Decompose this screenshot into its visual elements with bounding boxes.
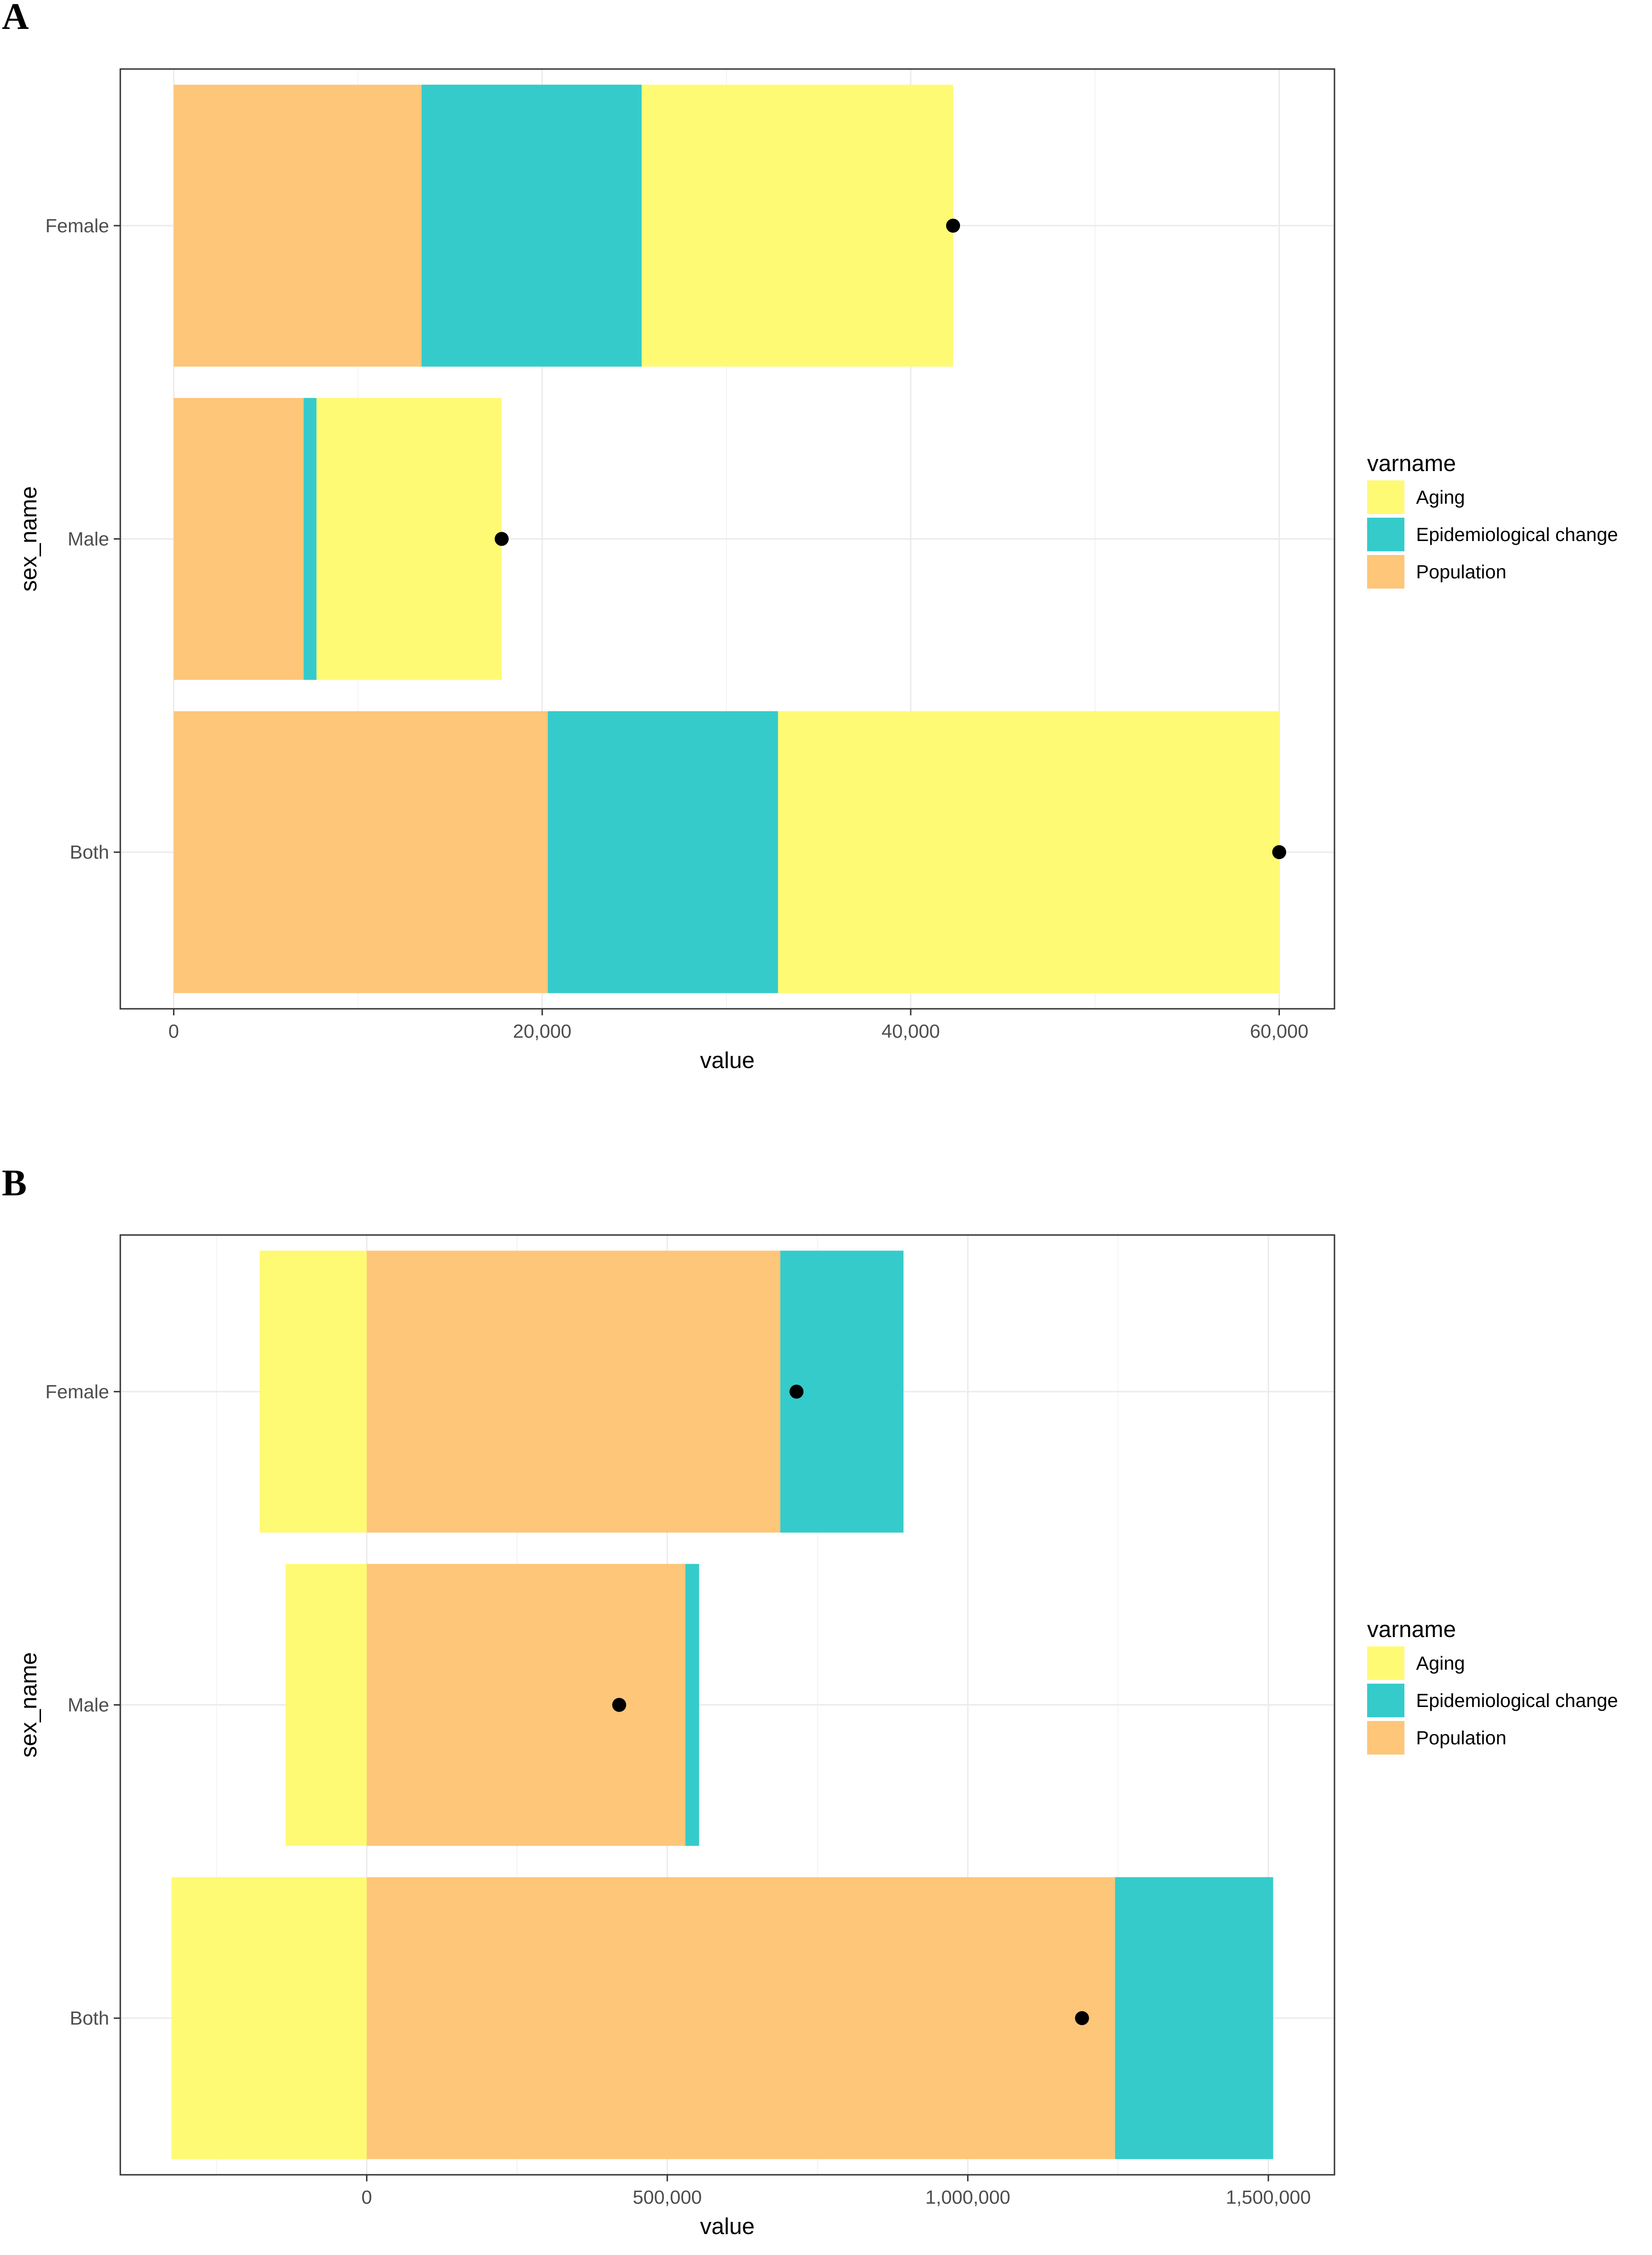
x-tick-label: 0: [168, 1020, 179, 1042]
legend-key-population: [1367, 1721, 1404, 1755]
y-tick-label: Male: [68, 1694, 109, 1716]
bar-both-aging: [778, 711, 1279, 993]
bar-both-epidemiological-change: [547, 711, 778, 993]
x-tick-label: 0: [361, 2186, 372, 2208]
y-tick-label: Both: [70, 841, 109, 863]
legend: varname Aging Epidemiological change Popula…: [1367, 451, 1618, 589]
y-tick-label: Male: [68, 528, 109, 550]
legend-label-aging: Aging: [1416, 1652, 1465, 1674]
bar-male-epidemiological-change: [685, 1564, 699, 1846]
legend-label-population: Population: [1416, 561, 1507, 583]
x-tick-label: 1,000,000: [925, 2186, 1010, 2208]
legend-key-aging: [1367, 1646, 1404, 1680]
legend-title: varname: [1367, 451, 1456, 476]
bar-male-aging: [285, 1564, 367, 1846]
bars: [173, 84, 1279, 993]
point-male: [494, 532, 509, 546]
chart-panel-b: B 0 500,000 1,000,000 1,500,000 Both Male Femal…: [2, 1163, 1618, 2239]
bar-female-epidemiological-change: [422, 84, 642, 367]
point-both: [1075, 2011, 1089, 2026]
bar-male-population: [366, 1564, 685, 1846]
legend-label-population: Population: [1416, 1727, 1507, 1748]
legend: varname Aging Epidemiological change Popula…: [1367, 1617, 1618, 1755]
bar-female-aging: [642, 84, 954, 367]
point-both: [1272, 845, 1286, 860]
y-tick-label: Female: [45, 215, 109, 236]
x-axis: 0 20,000 40,000 60,000: [168, 1009, 1308, 1042]
bar-both-epidemiological-change: [1115, 1877, 1273, 2159]
bar-male-epidemiological-change: [304, 398, 317, 680]
chart-panel-a: A 0 20,000 40,000 60,000 Both Male Female value s…: [2, 0, 1618, 1073]
legend-label-aging: Aging: [1416, 486, 1465, 508]
legend-title: varname: [1367, 1617, 1456, 1642]
legend-key-aging: [1367, 480, 1404, 514]
legend-label-epidemiological-change: Epidemiological change: [1416, 524, 1618, 545]
bar-both-population: [366, 1877, 1115, 2159]
point-female: [789, 1384, 804, 1399]
x-axis-title: value: [700, 1048, 754, 1073]
bars: [171, 1250, 1273, 2159]
bar-both-population: [173, 711, 548, 993]
bar-female-population: [366, 1250, 781, 1533]
x-axis-title: value: [700, 2214, 754, 2239]
bar-male-population: [173, 398, 304, 680]
x-tick-label: 1,500,000: [1226, 2186, 1311, 2208]
point-female: [946, 218, 961, 233]
point-male: [612, 1698, 626, 1712]
legend-label-epidemiological-change: Epidemiological change: [1416, 1690, 1618, 1711]
bar-female-aging: [260, 1250, 367, 1533]
x-tick-label: 60,000: [1250, 1020, 1308, 1042]
legend-key-epidemiological-change: [1367, 1684, 1404, 1717]
panel-label: A: [2, 0, 29, 37]
y-axis-title: sex_name: [16, 486, 41, 591]
bar-female-population: [173, 84, 422, 367]
x-tick-label: 40,000: [881, 1020, 940, 1042]
legend-key-population: [1367, 555, 1404, 589]
x-tick-label: 500,000: [633, 2186, 702, 2208]
y-axis: Both Male Female: [45, 215, 120, 863]
panel-label: B: [2, 1163, 27, 1204]
total-points: [612, 1384, 1089, 2026]
x-tick-label: 20,000: [513, 1020, 571, 1042]
total-points: [494, 218, 1286, 860]
bar-both-aging: [171, 1877, 367, 2159]
y-axis: Both Male Female: [45, 1381, 120, 2029]
y-tick-label: Female: [45, 1381, 109, 1402]
bar-male-aging: [316, 398, 502, 680]
y-tick-label: Both: [70, 2007, 109, 2029]
legend-key-epidemiological-change: [1367, 518, 1404, 551]
x-axis: 0 500,000 1,000,000 1,500,000: [361, 2175, 1311, 2208]
y-axis-title: sex_name: [16, 1652, 41, 1757]
